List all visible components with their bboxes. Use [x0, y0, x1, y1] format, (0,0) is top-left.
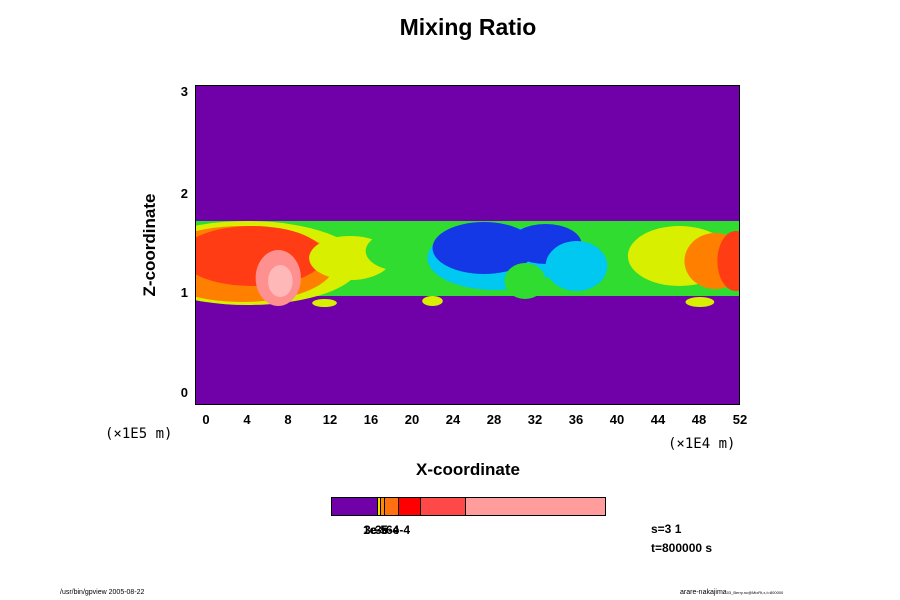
colorbar-segment	[381, 498, 386, 515]
x-tick-label: 8	[284, 412, 292, 427]
colorbar-label: 6e-4	[386, 523, 411, 537]
cloud-right-red	[717, 231, 739, 291]
s-annotation: s=3 1	[651, 522, 682, 536]
y-tick-label: 0	[180, 385, 188, 400]
x-tick-label: 16	[363, 412, 379, 427]
colorbar-segment	[332, 498, 379, 515]
colorbar-segment	[420, 498, 466, 515]
x-tick-label: 40	[609, 412, 625, 427]
colorbar	[331, 497, 606, 516]
x-tick-label: 12	[322, 412, 338, 427]
x-tick-label: 36	[568, 412, 584, 427]
cloud-mid-green	[365, 231, 438, 271]
x-tick-label: 44	[650, 412, 666, 427]
colorbar-label: 3e-5	[364, 523, 389, 537]
x-axis-unit: (×1E4 m)	[668, 436, 736, 452]
cloud-blob-right	[685, 297, 715, 307]
cloud-center-blue	[432, 222, 536, 274]
x-tick-label: 48	[691, 412, 707, 427]
plot-area	[195, 85, 740, 405]
cloud-blob-left	[312, 299, 337, 307]
x-tick-label: 0	[202, 412, 210, 427]
x-tick-label: 32	[527, 412, 543, 427]
x-tick-label: 24	[445, 412, 461, 427]
y-tick-label: 1	[180, 285, 188, 300]
y-tick-label: 3	[180, 84, 188, 99]
chart-title: Mixing Ratio	[399, 14, 537, 40]
x-axis-label: X-coordinate	[416, 460, 520, 479]
cloud-blob-mid	[422, 296, 443, 306]
colorbar-segment	[385, 498, 399, 515]
colorbar-label: 3e-4	[375, 523, 400, 537]
colorbar-label: 1e-5	[363, 523, 388, 537]
footer-file: 03_Berry.nc@MixRt,x,t=800000	[726, 590, 784, 595]
colorbar-segment	[378, 498, 382, 515]
y-tick-label: 2	[180, 186, 188, 201]
x-tick-label: 4	[243, 412, 251, 427]
colorbar-segment	[398, 498, 421, 515]
x-tick-label: 20	[404, 412, 420, 427]
y-axis-label: Z-coordinate	[140, 193, 159, 297]
cloud-center-cyan-2	[545, 241, 608, 291]
mixing-ratio-heatmap	[196, 221, 739, 307]
cloud-center-green	[504, 263, 546, 299]
footer-source: arare-nakajima03_Berry.nc@MixRt,x,t=8000…	[680, 589, 783, 596]
cloud-left-lightpink	[267, 265, 293, 297]
footer-command: /usr/bin/gpview 2005-08-22	[60, 589, 145, 596]
y-axis-unit: (×1E5 m)	[105, 426, 173, 442]
x-tick-label: 28	[486, 412, 502, 427]
x-tick-label: 52	[732, 412, 748, 427]
footer-author: arare-nakajima	[680, 589, 727, 596]
colorbar-segment	[465, 498, 605, 515]
t-annotation: t=800000 s	[651, 541, 713, 555]
